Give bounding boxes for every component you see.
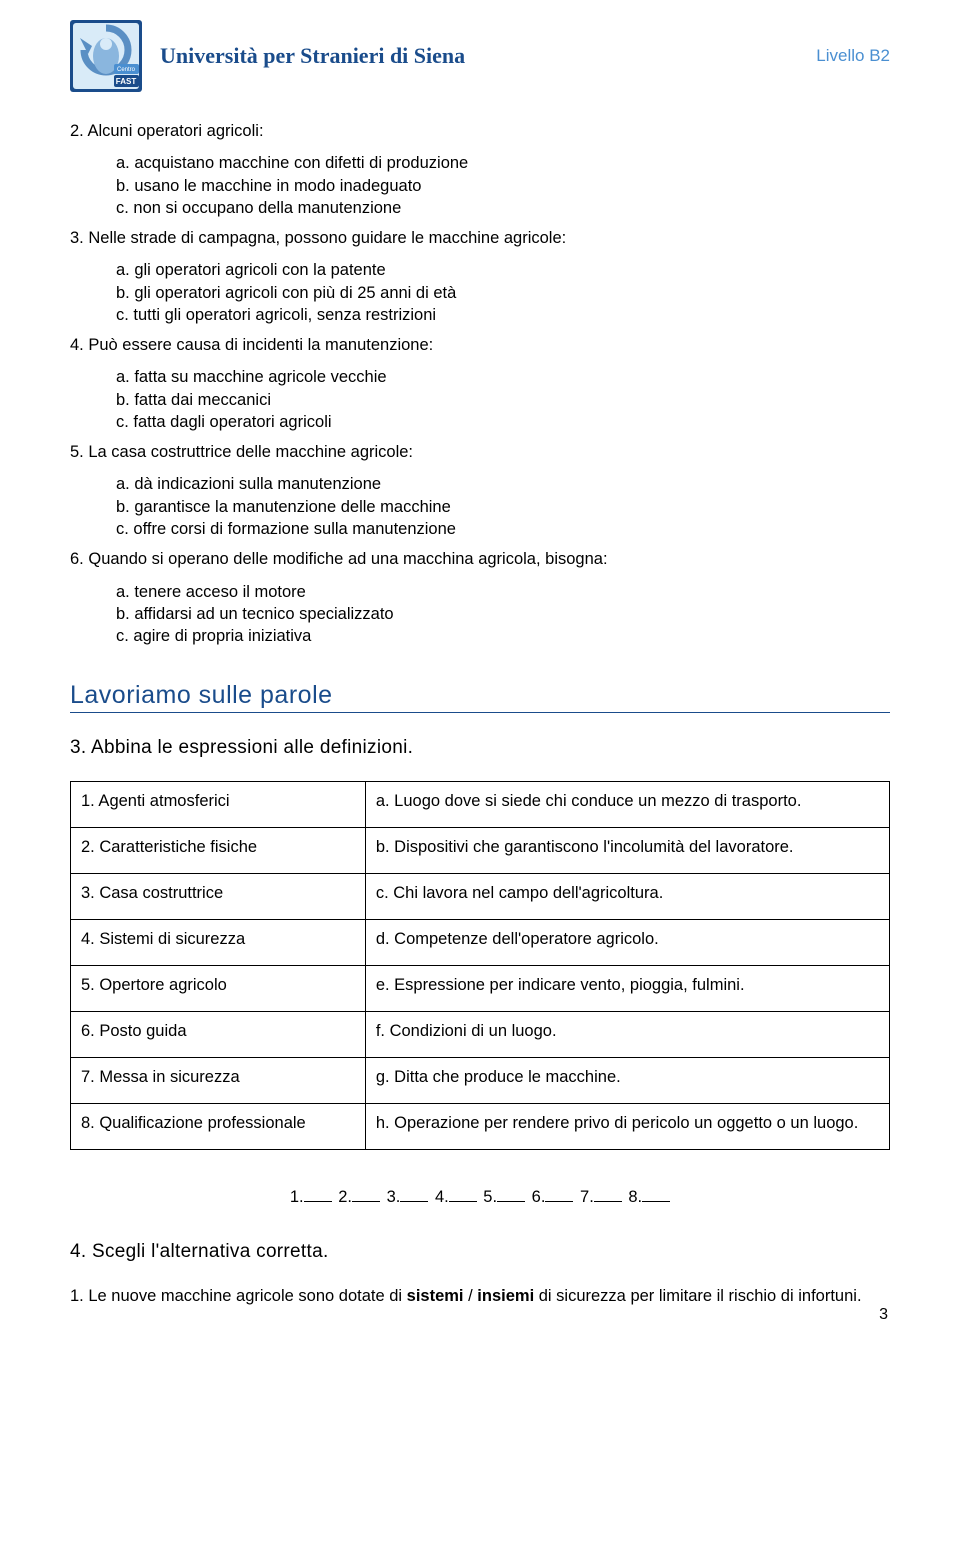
exercise4-sentence-1: 1. Le nuove macchine agricole sono dotat… bbox=[70, 1285, 890, 1307]
match-right-cell: e. Espressione per indicare vento, piogg… bbox=[365, 966, 889, 1012]
question-number: 2. bbox=[70, 122, 87, 140]
table-row: 2. Caratteristiche fisicheb. Dispositivi… bbox=[71, 828, 890, 874]
svg-text:Centro: Centro bbox=[117, 67, 136, 73]
option-item: a. gli operatori agricoli con la patente bbox=[116, 259, 890, 281]
answer-blank[interactable] bbox=[642, 1201, 670, 1202]
match-right-cell: d. Competenze dell'operatore agricolo. bbox=[365, 920, 889, 966]
option-item: a. dà indicazioni sulla manutenzione bbox=[116, 473, 890, 495]
sentence-num: 1. bbox=[70, 1287, 84, 1305]
options-list: a. fatta su macchine agricole vecchieb. … bbox=[70, 366, 890, 433]
table-row: 1. Agenti atmosfericia. Luogo dove si si… bbox=[71, 782, 890, 828]
header-title: Università per Stranieri di Siena bbox=[160, 43, 816, 69]
answer-blank[interactable] bbox=[545, 1201, 573, 1202]
match-left-cell: 2. Caratteristiche fisiche bbox=[71, 828, 366, 874]
options-list: a. tenere acceso il motoreb. affidarsi a… bbox=[70, 581, 890, 648]
choice-bold-1: sistemi bbox=[407, 1287, 464, 1305]
sentence-suffix: di sicurezza per limitare il rischio di … bbox=[534, 1287, 861, 1305]
option-item: b. garantisce la manutenzione delle macc… bbox=[116, 496, 890, 518]
table-row: 6. Posto guidaf. Condizioni di un luogo. bbox=[71, 1012, 890, 1058]
answer-number: 8. bbox=[628, 1188, 642, 1206]
choice-sep: / bbox=[464, 1287, 478, 1305]
question-text: Quando si operano delle modifiche ad una… bbox=[88, 550, 607, 568]
question-item: 3. Nelle strade di campagna, possono gui… bbox=[70, 227, 890, 249]
answer-blank[interactable] bbox=[352, 1201, 380, 1202]
question-item: 6. Quando si operano delle modifiche ad … bbox=[70, 548, 890, 570]
answer-number: 4. bbox=[435, 1188, 449, 1206]
match-left-cell: 1. Agenti atmosferici bbox=[71, 782, 366, 828]
option-item: c. offre corsi di formazione sulla manut… bbox=[116, 518, 890, 540]
option-item: a. acquistano macchine con difetti di pr… bbox=[116, 152, 890, 174]
answer-number: 1. bbox=[290, 1188, 304, 1206]
question-number: 3. bbox=[70, 229, 88, 247]
page-header: Centro FAST Università per Stranieri di … bbox=[70, 20, 890, 92]
answer-blank[interactable] bbox=[497, 1201, 525, 1202]
match-table: 1. Agenti atmosfericia. Luogo dove si si… bbox=[70, 781, 890, 1150]
match-right-cell: a. Luogo dove si siede chi conduce un me… bbox=[365, 782, 889, 828]
table-row: 3. Casa costruttricec. Chi lavora nel ca… bbox=[71, 874, 890, 920]
question-text: Nelle strade di campagna, possono guidar… bbox=[88, 229, 566, 247]
logo: Centro FAST bbox=[70, 20, 142, 92]
match-right-cell: g. Ditta che produce le macchine. bbox=[365, 1058, 889, 1104]
table-row: 7. Messa in sicurezzag. Ditta che produc… bbox=[71, 1058, 890, 1104]
question-item: 4. Può essere causa di incidenti la manu… bbox=[70, 334, 890, 356]
answer-blank[interactable] bbox=[594, 1201, 622, 1202]
options-list: a. dà indicazioni sulla manutenzioneb. g… bbox=[70, 473, 890, 540]
table-row: 5. Opertore agricoloe. Espressione per i… bbox=[71, 966, 890, 1012]
option-item: c. tutti gli operatori agricoli, senza r… bbox=[116, 304, 890, 326]
choice-bold-2: insiemi bbox=[477, 1287, 534, 1305]
match-left-cell: 7. Messa in sicurezza bbox=[71, 1058, 366, 1104]
answer-blank[interactable] bbox=[400, 1201, 428, 1202]
question-item: 2. Alcuni operatori agricoli: bbox=[70, 120, 890, 142]
question-text: Può essere causa di incidenti la manuten… bbox=[88, 336, 433, 354]
header-level: Livello B2 bbox=[816, 46, 890, 66]
answers-line: 1. 2. 3. 4. 5. 6. 7. 8. bbox=[70, 1188, 890, 1207]
exercise3-heading: 3. Abbina le espressioni alle definizion… bbox=[70, 737, 890, 759]
option-item: c. non si occupano della manutenzione bbox=[116, 197, 890, 219]
answer-number: 3. bbox=[387, 1188, 401, 1206]
questions-list: 2. Alcuni operatori agricoli: a. acquista… bbox=[70, 120, 890, 647]
option-item: c. agire di propria iniziativa bbox=[116, 625, 890, 647]
option-item: b. fatta dai meccanici bbox=[116, 389, 890, 411]
section-underline bbox=[70, 712, 890, 713]
page-number: 3 bbox=[879, 1306, 888, 1324]
question-text: Alcuni operatori agricoli: bbox=[87, 122, 263, 140]
option-item: a. fatta su macchine agricole vecchie bbox=[116, 366, 890, 388]
sentence-prefix: Le nuove macchine agricole sono dotate d… bbox=[88, 1287, 406, 1305]
option-item: a. tenere acceso il motore bbox=[116, 581, 890, 603]
table-row: 4. Sistemi di sicurezzad. Competenze del… bbox=[71, 920, 890, 966]
answer-number: 2. bbox=[338, 1188, 352, 1206]
match-left-cell: 8. Qualificazione professionale bbox=[71, 1104, 366, 1150]
exercise4-heading: 4. Scegli l'alternativa corretta. bbox=[70, 1241, 890, 1263]
match-left-cell: 3. Casa costruttrice bbox=[71, 874, 366, 920]
question-number: 5. bbox=[70, 443, 88, 461]
option-item: b. usano le macchine in modo inadeguato bbox=[116, 175, 890, 197]
match-right-cell: f. Condizioni di un luogo. bbox=[365, 1012, 889, 1058]
svg-text:FAST: FAST bbox=[116, 77, 137, 86]
answer-number: 6. bbox=[532, 1188, 546, 1206]
section-title: Lavoriamo sulle parole bbox=[70, 681, 890, 710]
option-item: b. affidarsi ad un tecnico specializzato bbox=[116, 603, 890, 625]
answer-blank[interactable] bbox=[449, 1201, 477, 1202]
option-item: b. gli operatori agricoli con più di 25 … bbox=[116, 282, 890, 304]
answer-blank[interactable] bbox=[304, 1201, 332, 1202]
match-right-cell: b. Dispositivi che garantiscono l'incolu… bbox=[365, 828, 889, 874]
match-left-cell: 4. Sistemi di sicurezza bbox=[71, 920, 366, 966]
match-right-cell: c. Chi lavora nel campo dell'agricoltura… bbox=[365, 874, 889, 920]
option-item: c. fatta dagli operatori agricoli bbox=[116, 411, 890, 433]
options-list: a. gli operatori agricoli con la patente… bbox=[70, 259, 890, 326]
question-item: 5. La casa costruttrice delle macchine a… bbox=[70, 441, 890, 463]
question-text: La casa costruttrice delle macchine agri… bbox=[88, 443, 413, 461]
answer-number: 7. bbox=[580, 1188, 594, 1206]
match-right-cell: h. Operazione per rendere privo di peric… bbox=[365, 1104, 889, 1150]
options-list: a. acquistano macchine con difetti di pr… bbox=[70, 152, 890, 219]
answer-number: 5. bbox=[483, 1188, 497, 1206]
question-number: 4. bbox=[70, 336, 88, 354]
match-left-cell: 5. Opertore agricolo bbox=[71, 966, 366, 1012]
question-number: 6. bbox=[70, 550, 88, 568]
table-row: 8. Qualificazione professionaleh. Operaz… bbox=[71, 1104, 890, 1150]
match-left-cell: 6. Posto guida bbox=[71, 1012, 366, 1058]
